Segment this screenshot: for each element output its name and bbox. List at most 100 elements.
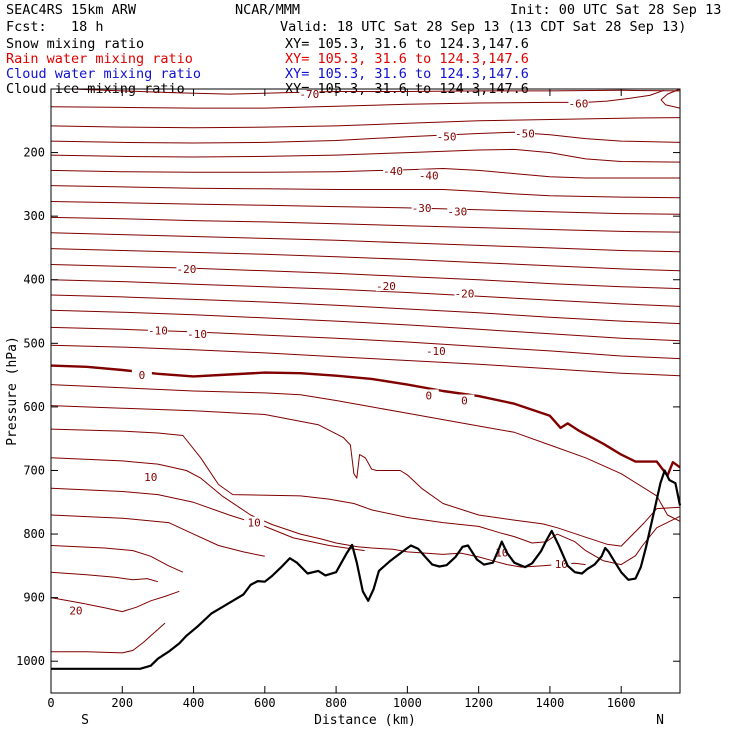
isotherm-line [50,326,681,360]
isotherm-line [50,428,681,566]
contour-label: -20 [376,280,396,293]
isotherm-line [50,279,681,307]
x-tick-label: 1600 [607,696,636,710]
y-axis-title: Pressure (hPa) [5,336,20,446]
terrain-line [51,469,682,670]
isotherm-line [51,88,681,95]
contour-label-bg [418,169,439,181]
x-tick-label: 400 [183,696,205,710]
contour-label-bg [65,604,86,616]
contour-label-bg [131,369,152,381]
contour-label-bg [176,262,197,274]
isotherm-line [50,384,681,522]
contour-label: -50 [437,131,457,144]
contour-label: -30 [447,206,467,219]
contour-label-bg [514,127,535,139]
isotherm-line [660,88,681,109]
isotherm-line [50,89,665,109]
contour-label: 10 [144,471,157,484]
x-tick-label: 200 [111,696,133,710]
y-tick-label: 600 [23,400,45,414]
y-tick-label: 700 [23,463,45,477]
isotherm-line [50,457,586,568]
contour-label: -10 [187,328,207,341]
isotherm-line [50,264,681,290]
contour-label-bg [447,205,468,217]
contour-label-bg [375,280,396,292]
south-end-label: S [81,713,89,728]
contour-label: -40 [383,165,403,178]
contour-label: -10 [148,325,168,338]
y-tick-label: 200 [23,146,45,160]
contour-label-bg [568,97,589,109]
x-tick-label: 0 [47,696,54,710]
isotherm-line [50,201,681,215]
y-tick-label: 300 [23,209,45,223]
isotherm-line [51,622,166,654]
legend-snow-xy: XY= 105.3, 31.6 to 124.3,147.6 [285,36,529,52]
legend-rain-label: Rain water mixing ratio [6,51,193,67]
contour-label: 0 [425,389,432,402]
contour-label-bg [299,88,320,100]
isotherm-line [50,487,365,552]
legend-snow-label: Snow mixing ratio [6,36,145,52]
north-end-label: N [656,713,664,728]
contour-label-bg [551,557,572,569]
contour-label-bg [454,394,475,406]
contour-label: -30 [412,202,432,215]
isotherm-line [50,185,681,199]
isotherm-line [50,232,681,253]
y-tick-label: 900 [23,591,45,605]
contour-label: -20 [454,288,474,301]
contour-label: 0 [139,369,146,382]
contour-label-bg [383,165,404,177]
x-tick-label: 1400 [535,696,564,710]
isotherm-line [50,216,681,233]
legend-cloud-water-xy: XY= 105.3, 31.6 to 124.3,147.6 [285,66,529,82]
contour-label-bg [244,516,265,528]
contour-label: 10 [248,517,261,530]
contour-label: -60 [568,98,588,111]
contour-label-bg [140,470,161,482]
contour-label-bg [187,327,208,339]
isotherm-line [50,309,681,342]
x-tick-label: 800 [325,696,347,710]
x-tick-label: 1200 [464,696,493,710]
legend-rain-xy: XY= 105.3, 31.6 to 124.3,147.6 [285,51,529,67]
isotherm-line [50,344,681,377]
isotherm-line [50,294,681,325]
contour-label: -70 [299,88,319,101]
legend-cloud-water-label: Cloud water mixing ratio [6,66,202,82]
y-tick-label: 400 [23,273,45,287]
y-tick-label: 500 [23,336,45,350]
forecast-hour: Fcst: 18 h [6,19,104,35]
contour-label-bg [436,130,457,142]
contour-label: 20 [69,604,82,617]
contour-label: 0 [461,395,468,408]
init-time: Init: 00 UTC Sat 28 Sep 13 [510,2,722,18]
isotherm-line [50,148,681,163]
contour-label-bg [491,546,512,558]
model-title: SEAC4RS 15km ARW [6,2,137,18]
center-title: NCAR/MMM [235,2,301,18]
x-axis-title: Distance (km) [314,713,416,728]
isotherm-line [50,405,681,547]
contour-label-bg [147,324,168,336]
isotherm-line [50,571,159,583]
contour-label: -10 [426,345,446,358]
y-tick-label: 1000 [16,654,45,668]
x-tick-label: 600 [254,696,276,710]
plot-frame [50,88,681,694]
valid-time: Valid: 18 UTC Sat 28 Sep 13 (13 CDT Sat … [280,19,687,35]
isotherm-line [50,117,681,129]
isotherm-line [50,514,265,557]
isotherm-line [50,545,184,573]
contour-label: -50 [515,128,535,141]
contour-label-bg [411,201,432,213]
isotherm-line [50,364,681,477]
terrain-profile [51,469,682,670]
contour-labels: -70 -60 -50 -50 -40 -40 -30 -30 -20 -20 -20 -10 -10 -… [65,88,589,617]
